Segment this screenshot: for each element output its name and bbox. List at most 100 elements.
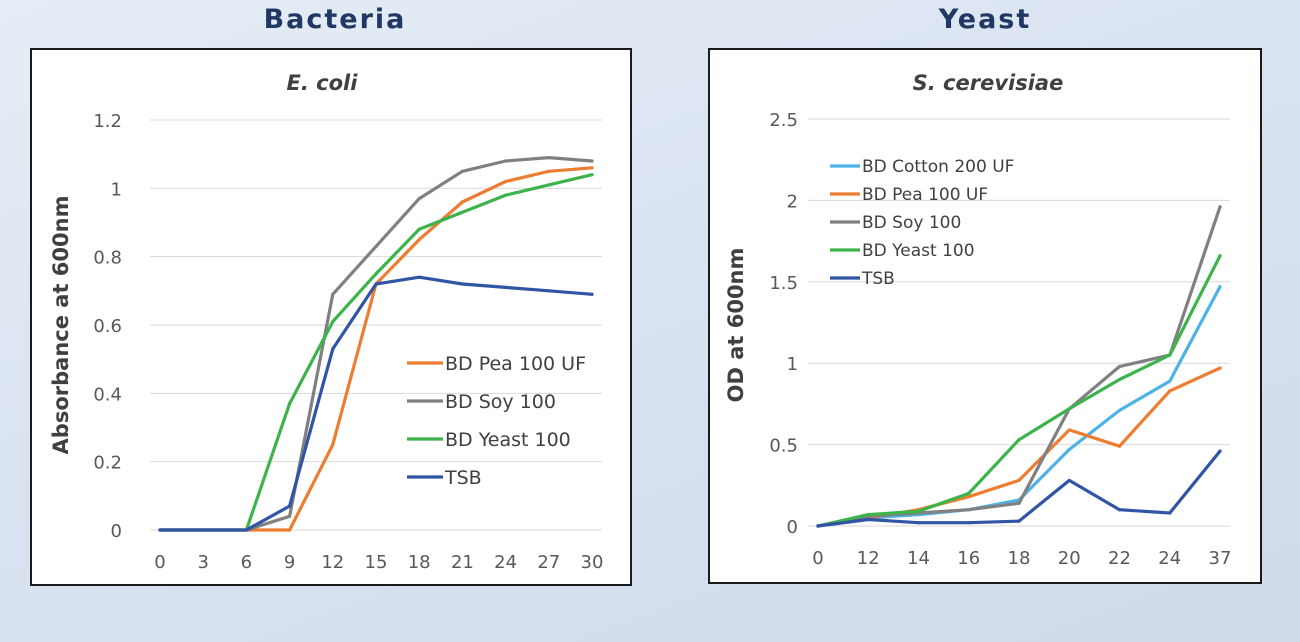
data-point: [1017, 438, 1021, 442]
data-point: [288, 504, 292, 508]
y-tick-label: 1: [111, 179, 122, 200]
data-point: [417, 237, 421, 242]
y-tick-label: 0.4: [93, 384, 122, 405]
x-tick-label: 6: [241, 552, 252, 573]
data-point: [374, 272, 378, 276]
yeast-heading: Yeast: [938, 4, 1032, 35]
data-point: [504, 193, 508, 197]
data-point: [1218, 254, 1222, 258]
y-tick-label: 1.5: [769, 273, 798, 294]
x-tick-label: 24: [1158, 548, 1181, 569]
data-point: [1017, 519, 1021, 523]
data-point: [1117, 364, 1122, 369]
x-tick-label: 16: [957, 548, 980, 569]
legend-label: TSB: [444, 467, 482, 489]
scerevisiae-chart: S. cerevisiae OD at 600nm 0 0.5 1 1.5 2 2.5 0 12 1…: [708, 48, 1262, 584]
data-point: [1117, 377, 1122, 382]
data-point: [547, 155, 551, 160]
x-tick-label: 37: [1209, 548, 1232, 569]
y-axis-label: OD at 600nm: [724, 248, 748, 403]
legend-label: BD Pea 100 UF: [445, 353, 586, 375]
x-tick-label: 20: [1058, 548, 1081, 569]
data-point: [331, 292, 335, 296]
data-point: [1067, 428, 1071, 432]
chart-title: S. cerevisiae: [913, 71, 1064, 95]
x-tick-label: 30: [581, 552, 604, 573]
y-tick-label: 0: [787, 517, 798, 538]
legend-label: BD Soy 100: [862, 213, 961, 233]
x-tick-label: 0: [812, 548, 823, 569]
y-tick-label: 2.5: [769, 110, 798, 131]
data-point: [288, 528, 292, 532]
data-point: [967, 495, 971, 499]
data-point: [460, 282, 464, 286]
data-point: [967, 508, 971, 512]
x-tick-label: 14: [907, 548, 930, 569]
x-tick-label: 3: [197, 552, 208, 573]
data-point: [590, 159, 594, 163]
series-line-bd-pea-100-uf: [158, 166, 594, 532]
legend-label: BD Cotton 200 UF: [862, 157, 1014, 177]
data-point: [417, 275, 421, 279]
x-tick-label: 21: [451, 552, 474, 573]
data-point: [1218, 449, 1222, 453]
data-point: [244, 528, 248, 532]
data-point: [866, 517, 870, 522]
scerevisiae-chart-svg: S. cerevisiae OD at 600nm 0 0.5 1 1.5 2 2.5 0 12 1…: [724, 71, 1232, 569]
legend-label: TSB: [861, 269, 895, 289]
data-point: [1017, 501, 1021, 505]
legend-label: BD Yeast 100: [862, 241, 975, 261]
chart-title: E. coli: [287, 71, 359, 95]
x-tick-label: 0: [154, 552, 165, 573]
data-point: [1067, 447, 1071, 452]
data-point: [1168, 389, 1172, 393]
data-point: [1168, 353, 1172, 357]
series-line-bd-cotton-200-uf: [816, 285, 1222, 528]
x-tick-label: 15: [365, 552, 388, 573]
data-point: [547, 289, 551, 293]
series-line-bd-yeast-100: [816, 254, 1222, 528]
data-point: [967, 491, 971, 496]
data-point: [288, 401, 292, 406]
data-point: [1168, 511, 1172, 515]
data-point: [460, 210, 464, 214]
data-point: [331, 319, 335, 324]
x-tick-label: 18: [408, 552, 431, 573]
data-point: [1117, 508, 1122, 512]
data-point: [1168, 379, 1172, 383]
data-point: [460, 169, 464, 173]
data-point: [504, 159, 508, 163]
data-point: [1218, 205, 1222, 209]
x-tick-label: 22: [1108, 548, 1131, 569]
data-point: [1067, 478, 1071, 483]
data-point: [417, 227, 421, 231]
data-point: [331, 442, 335, 447]
ecoli-chart-svg: E. coli Absorbance at 600nm 0 0.2 0.4 0.6 0.8 1…: [49, 71, 604, 573]
data-point: [374, 282, 378, 286]
data-point: [460, 200, 464, 204]
data-point: [288, 514, 292, 518]
y-axis-label: Absorbance at 600nm: [49, 196, 73, 455]
y-tick-label: 0.5: [769, 436, 798, 457]
data-point: [1067, 407, 1071, 411]
data-point: [1017, 478, 1021, 483]
bacteria-heading: Bacteria: [263, 4, 407, 35]
y-tick-label: 0.8: [93, 248, 122, 269]
legend-label: BD Pea 100 UF: [862, 185, 988, 205]
data-point: [916, 509, 921, 513]
data-point: [547, 169, 551, 173]
data-point: [590, 292, 594, 296]
data-point: [916, 521, 921, 525]
data-point: [1218, 366, 1222, 370]
data-point: [504, 285, 508, 290]
data-point: [816, 524, 820, 528]
data-point: [374, 244, 378, 249]
legend-label: BD Yeast 100: [445, 429, 571, 451]
series-line-bd-soy-100: [158, 155, 594, 532]
y-tick-label: 0.2: [93, 453, 122, 474]
data-point: [1117, 444, 1122, 448]
data-point: [331, 347, 335, 351]
x-tick-label: 24: [494, 552, 517, 573]
y-tick-label: 1: [787, 354, 798, 375]
data-point: [1117, 408, 1122, 413]
